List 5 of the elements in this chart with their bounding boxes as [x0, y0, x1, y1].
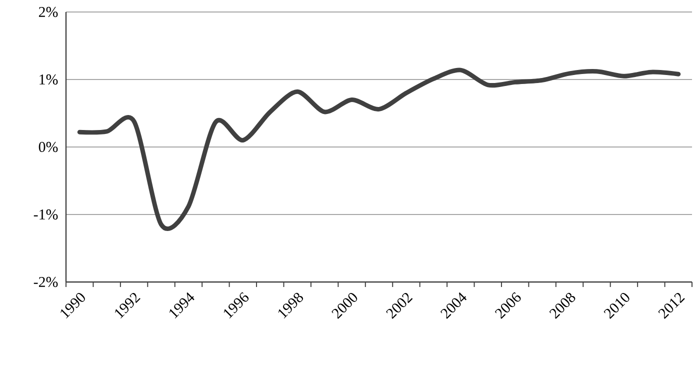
y-tick-label: -2%	[34, 276, 58, 288]
y-tick-label: 0%	[38, 142, 58, 152]
y-tick-label: 2%	[38, 6, 58, 18]
y-tick-label: -1%	[34, 209, 58, 220]
y-tick-label: 1%	[40, 74, 58, 85]
